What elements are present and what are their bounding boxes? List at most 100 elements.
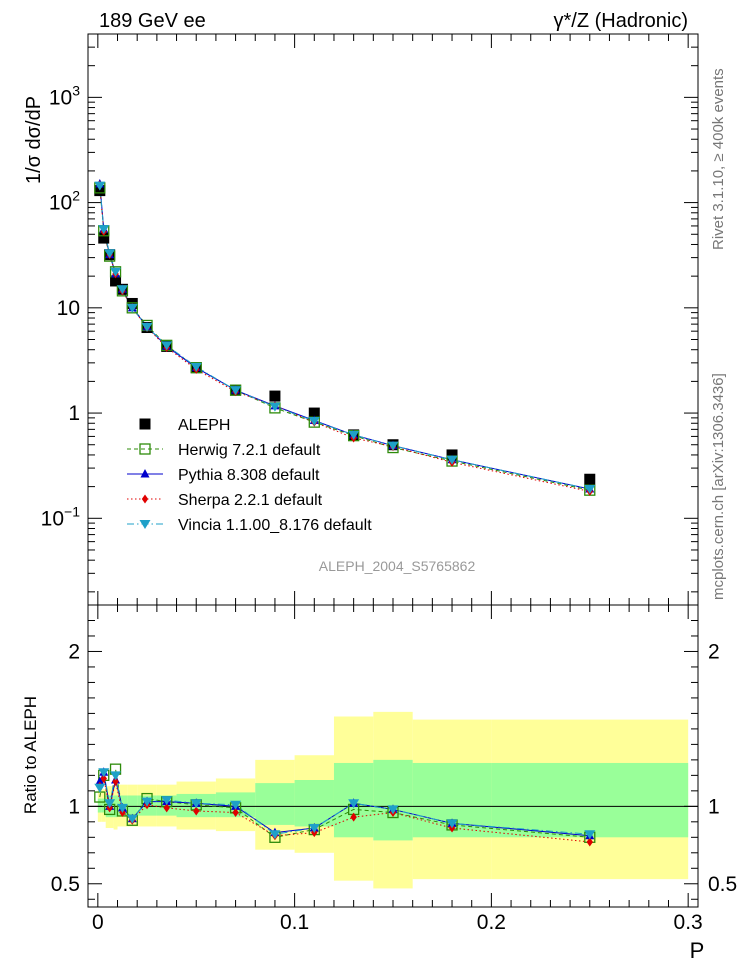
ratio-point-vincia: [308, 824, 320, 834]
ratio-point-vincia: [94, 783, 106, 793]
main-point-vincia: [161, 341, 173, 351]
main-point-vincia: [141, 322, 153, 332]
main-line-pythia: [99, 184, 590, 490]
analysis-id-label: ALEPH_2004_S5765862: [319, 558, 476, 574]
main-point-data: [308, 407, 320, 419]
legend-label-vincia: Vincia 1.1.00_8.176 default: [178, 517, 372, 534]
ratio-y-axis-label: Ratio to ALEPH: [21, 696, 40, 814]
legend-marker-sherpa: [141, 494, 149, 504]
legend-label-herwig: Herwig 7.2.1 default: [178, 442, 321, 459]
ratio-point-vincia: [190, 799, 202, 809]
main-y-tick-label: 1: [68, 402, 80, 425]
ratio-point-vincia: [446, 819, 458, 829]
ratio-panel: 0.5 0.5 1 1 2 2 0 0.1 0.2 0.3: [51, 604, 737, 934]
legend-label-pythia: Pythia 8.308 default: [178, 467, 320, 484]
uncertainty-band-inner: [294, 780, 334, 827]
tick-exponent: 2: [72, 188, 80, 204]
main-y-tick-label: 102: [49, 188, 80, 215]
main-point-vincia: [269, 402, 281, 412]
main-point-vincia: [387, 441, 399, 451]
legend-marker-herwig: [139, 443, 151, 455]
main-y-axis-label: 1/σ dσ/dP: [23, 96, 45, 184]
x-tick-label: 0.2: [477, 911, 506, 934]
ratio-y-tick-label: 0.5: [51, 873, 80, 896]
legend-marker-data: [139, 418, 151, 430]
main-point-data: [269, 390, 281, 402]
legend-label-sherpa: Sherpa 2.2.1 default: [178, 492, 323, 509]
uncertainty-band-inner: [97, 798, 102, 813]
tick-exponent: −1: [64, 503, 80, 519]
ratio-point-vincia: [110, 771, 122, 781]
x-tick-label: 0.1: [280, 911, 309, 934]
tick-base: 10: [49, 192, 72, 215]
main-line-sherpa: [99, 184, 590, 492]
main-point-vincia: [584, 484, 596, 494]
ratio-point-vincia: [269, 830, 281, 840]
main-point-vincia: [190, 362, 202, 372]
ratio-point-vincia: [141, 797, 153, 807]
uncertainty-band-inner: [101, 798, 106, 813]
ratio-point-vincia: [126, 814, 138, 824]
rivet-version-label: Rivet 3.1.10, ≥ 400k events: [710, 68, 727, 250]
ratio-y-tick-label: 1: [68, 795, 80, 818]
main-line-herwig: [99, 187, 590, 491]
ratio-line-pythia: [99, 770, 590, 837]
main-y-tick-label: 103: [49, 82, 80, 109]
main-point-data: [584, 473, 596, 485]
ratio-point-vincia: [98, 768, 110, 778]
uncertainty-band-inner: [127, 795, 138, 816]
main-point-vincia: [348, 430, 360, 440]
ratio-point-sherpa: [586, 837, 593, 847]
legend-marker-pythia: [140, 469, 150, 478]
uncertainty-band-inner: [491, 762, 689, 838]
ratio-point-sherpa: [100, 773, 107, 783]
main-point-vincia: [126, 303, 138, 313]
ratio-point-vincia: [230, 800, 242, 810]
x-tick-label: 0.3: [674, 911, 703, 934]
ratio-line-vincia: [99, 772, 590, 835]
x-axis-label: P: [690, 938, 705, 963]
main-point-data: [110, 275, 122, 287]
ratio-point-vincia: [584, 830, 596, 840]
ratio-point-vincia: [116, 803, 128, 813]
uncertainty-band-inner: [255, 783, 295, 825]
main-y-tick-label: 10−1: [41, 503, 81, 530]
plot-title-left: 189 GeV ee: [99, 10, 206, 32]
ratio-point-sherpa: [350, 812, 357, 822]
x-tick-label: 0: [92, 911, 104, 934]
legend-marker-vincia: [139, 520, 151, 529]
main-point-data: [98, 232, 110, 244]
main-point-vincia: [98, 225, 110, 235]
ratio-point-vincia: [161, 796, 173, 806]
ratio-point-vincia: [348, 799, 360, 809]
tick-base: 10: [41, 507, 64, 530]
ratio-point-vincia: [387, 805, 399, 815]
legend: ALEPH Herwig 7.2.1 default Pythia 8.308 de…: [127, 417, 372, 534]
mcplots-label: mcplots.cern.ch [arXiv:1306.3436]: [710, 373, 727, 600]
ratio-line-sherpa: [99, 776, 590, 843]
ratio-point-sherpa: [163, 803, 170, 813]
ratio-y-tick-label-right: 1: [708, 795, 720, 818]
main-point-vincia: [446, 455, 458, 465]
ratio-y-tick-label-right: 0.5: [708, 873, 737, 896]
main-point-vincia: [116, 285, 128, 295]
plot-title-right: γ*/Z (Hadronic): [554, 10, 688, 32]
main-y-tick-label: 10: [57, 297, 80, 320]
main-point-vincia: [230, 386, 242, 396]
ratio-point-sherpa: [112, 777, 119, 787]
ratio-y-tick-label: 2: [68, 640, 80, 663]
ratio-line-herwig: [99, 769, 590, 838]
ratio-point-sherpa: [193, 806, 200, 816]
ratio-point-vincia: [104, 799, 116, 809]
main-line-vincia: [99, 185, 590, 490]
ratio-y-tick-label-right: 2: [708, 640, 720, 663]
ratio-point-sherpa: [232, 808, 239, 818]
tick-exponent: 3: [72, 82, 80, 98]
main-point-vincia: [104, 249, 116, 259]
main-point-vincia: [308, 417, 320, 427]
main-point-vincia: [110, 267, 122, 277]
legend-label-data: ALEPH: [178, 417, 230, 434]
uncertainty-band-inner: [373, 759, 413, 841]
